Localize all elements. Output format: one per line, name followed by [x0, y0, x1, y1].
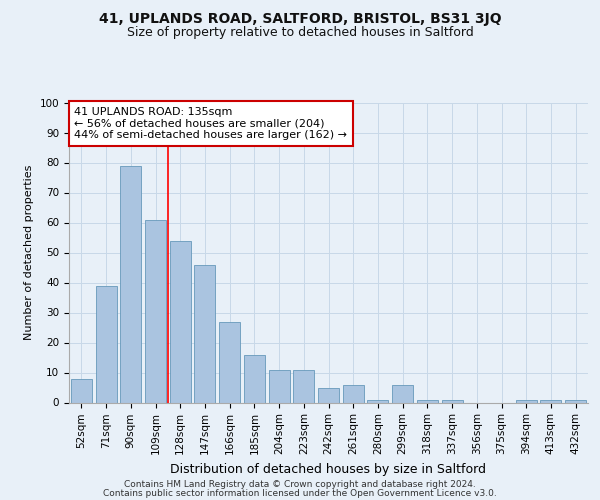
- Bar: [367, 400, 388, 402]
- Bar: [565, 400, 586, 402]
- Bar: [417, 400, 438, 402]
- Text: Contains HM Land Registry data © Crown copyright and database right 2024.: Contains HM Land Registry data © Crown c…: [124, 480, 476, 489]
- Bar: [145, 220, 166, 402]
- Bar: [71, 378, 92, 402]
- Bar: [269, 370, 290, 402]
- Bar: [516, 400, 537, 402]
- Text: 41, UPLANDS ROAD, SALTFORD, BRISTOL, BS31 3JQ: 41, UPLANDS ROAD, SALTFORD, BRISTOL, BS3…: [98, 12, 502, 26]
- Bar: [442, 400, 463, 402]
- Bar: [392, 384, 413, 402]
- X-axis label: Distribution of detached houses by size in Saltford: Distribution of detached houses by size …: [170, 462, 487, 475]
- Text: 41 UPLANDS ROAD: 135sqm
← 56% of detached houses are smaller (204)
44% of semi-d: 41 UPLANDS ROAD: 135sqm ← 56% of detache…: [74, 107, 347, 140]
- Bar: [219, 322, 240, 402]
- Bar: [95, 286, 116, 403]
- Bar: [170, 240, 191, 402]
- Bar: [343, 384, 364, 402]
- Text: Contains public sector information licensed under the Open Government Licence v3: Contains public sector information licen…: [103, 489, 497, 498]
- Bar: [194, 264, 215, 402]
- Bar: [541, 400, 562, 402]
- Text: Size of property relative to detached houses in Saltford: Size of property relative to detached ho…: [127, 26, 473, 39]
- Bar: [244, 354, 265, 403]
- Bar: [120, 166, 141, 402]
- Bar: [293, 370, 314, 402]
- Bar: [318, 388, 339, 402]
- Y-axis label: Number of detached properties: Number of detached properties: [24, 165, 34, 340]
